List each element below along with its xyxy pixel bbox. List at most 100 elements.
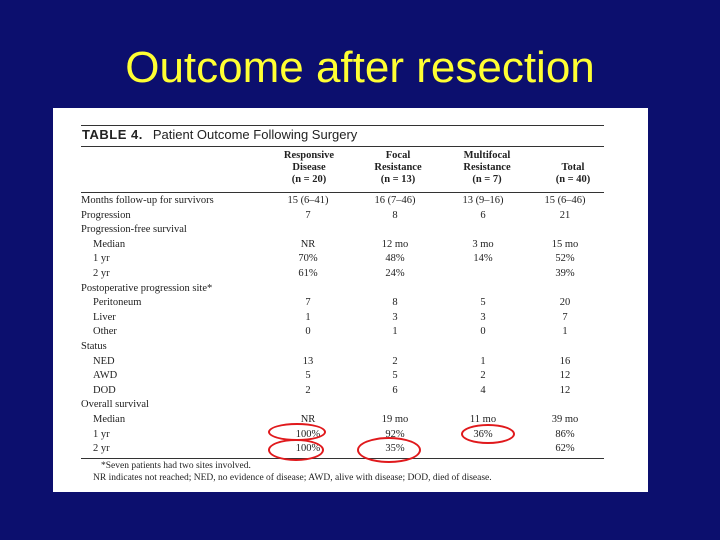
table-caption: TABLE 4. Patient Outcome Following Surger…: [82, 127, 357, 142]
table-cell: [350, 223, 440, 238]
row-label: Postoperative progression site*: [81, 282, 213, 294]
table-row: Postoperative progression site*: [81, 282, 604, 297]
row-label: Progression-free survival: [81, 224, 187, 236]
table-cell: 4: [480, 384, 486, 396]
table-cell: [266, 282, 350, 297]
table-cell: 92%: [385, 428, 405, 440]
footnote-sites: *Seven patients had two sites involved.: [101, 461, 251, 471]
table-row: 2 yr 61% 24% 39%: [81, 267, 604, 282]
table-cell: 39%: [555, 267, 575, 279]
table-cell: 16: [559, 355, 571, 367]
table-cell: [350, 282, 440, 297]
table-cell: 39 mo: [551, 413, 579, 425]
table-cell: 70%: [298, 253, 318, 265]
table-cell: 1: [305, 311, 311, 323]
table-cell: 19 mo: [381, 413, 409, 425]
table-cell: 6: [480, 209, 486, 221]
table-cell: 7: [305, 209, 311, 221]
table-cell: 15 mo: [551, 238, 579, 250]
table-row: DOD 2 6 4 12: [81, 384, 604, 399]
row-label: 2 yr: [93, 443, 110, 455]
row-label: Progression: [81, 209, 131, 221]
table-row: 1 yr 100% 92% 36% 86%: [81, 428, 604, 443]
table-cell: 62%: [555, 443, 575, 455]
table-cell: 20: [559, 297, 571, 309]
table-cell: 86%: [555, 428, 575, 440]
table-cell: 15 (6–46): [544, 195, 586, 206]
table-row: NED 13 2 1 16: [81, 355, 604, 370]
table-cell: [440, 267, 526, 282]
table-top-rule: [81, 125, 604, 126]
table-cell: 1: [480, 355, 486, 367]
table-cell: [440, 442, 526, 457]
table-caption-rule: [81, 146, 604, 147]
table-cell: 16 (7–46): [374, 195, 416, 206]
table-cell: 5: [392, 370, 398, 382]
table-cell: 2: [392, 355, 398, 367]
row-label: Peritoneum: [93, 297, 142, 309]
table-cell: 1: [392, 326, 398, 338]
table-cell: 2: [305, 384, 311, 396]
header-multifocal-resistance: Multifocal Resistance (n = 7): [463, 150, 511, 185]
table-cell: 12: [559, 384, 571, 396]
table-cell: [440, 340, 526, 355]
table-cell: 5: [480, 297, 486, 309]
table-cell: 3 mo: [472, 238, 494, 250]
table-cell: 0: [480, 326, 486, 338]
table-cell: 61%: [298, 267, 318, 279]
table-cell: 0: [305, 326, 311, 338]
table-cell: 3: [392, 311, 398, 323]
table-cell: 15 (6–41): [287, 195, 329, 206]
footnote-abbreviations: NR indicates not reached; NED, no eviden…: [93, 473, 492, 483]
row-label: Months follow-up for survivors: [81, 195, 214, 206]
table-cell: [440, 282, 526, 297]
row-label: Liver: [93, 311, 116, 323]
table-cell: [526, 282, 604, 297]
header-focal-resistance: Focal Resistance (n = 13): [374, 150, 422, 185]
table-cell: 13 (9–16): [462, 195, 504, 206]
table-row: Overall survival: [81, 398, 604, 413]
row-label: AWD: [93, 370, 118, 382]
table-row: Progression 7 8 6 21: [81, 209, 604, 224]
table-cell: 8: [392, 297, 398, 309]
table-row: Liver 1 3 3 7: [81, 311, 604, 326]
table-row: AWD 5 5 2 12: [81, 369, 604, 384]
row-label: DOD: [93, 384, 116, 396]
table-cell: 7: [562, 311, 568, 323]
table-cell: 12: [559, 370, 571, 382]
row-label: 1 yr: [93, 253, 110, 265]
table-cell: [266, 340, 350, 355]
table-cell: [526, 340, 604, 355]
row-label: 1 yr: [93, 428, 110, 440]
table-cell: 52%: [555, 253, 575, 265]
row-label: NED: [93, 355, 115, 367]
table-cell: 5: [305, 370, 311, 382]
table-cell: 12 mo: [381, 238, 409, 250]
table-row: 1 yr 70% 48% 14% 52%: [81, 252, 604, 267]
table-row: Peritoneum 7 8 5 20: [81, 296, 604, 311]
table-cell: [440, 223, 526, 238]
table-row: Other 0 1 0 1: [81, 325, 604, 340]
row-label: Overall survival: [81, 399, 149, 411]
table-cell: 48%: [385, 253, 405, 265]
table-cell: 7: [305, 297, 311, 309]
row-label: Status: [81, 340, 107, 352]
table-row: Median NR 19 mo 11 mo 39 mo: [81, 413, 604, 428]
highlight-circle-focal-2yr: [357, 437, 421, 463]
table-cell: [266, 223, 350, 238]
table-cell: 1: [562, 326, 568, 338]
table-footnotes: *Seven patients had two sites involved. …: [93, 460, 492, 484]
outcome-table: Months follow-up for survivors 15 (6–41) 1…: [81, 194, 604, 457]
table-cell: 2: [480, 370, 486, 382]
table-row: Months follow-up for survivors 15 (6–41) 1…: [81, 194, 604, 209]
slide-title: Outcome after resection: [125, 43, 595, 92]
table-caption-number: TABLE 4.: [82, 127, 143, 142]
table-cell: [526, 223, 604, 238]
table-bottom-rule: [81, 458, 604, 459]
row-label: 2 yr: [93, 267, 110, 279]
table-row: Median NR 12 mo 3 mo 15 mo: [81, 238, 604, 253]
header-responsive-disease: Responsive Disease (n = 20): [283, 150, 335, 185]
table-cell: 14%: [473, 253, 493, 265]
table-cell: 24%: [385, 267, 405, 279]
table-row: Status: [81, 340, 604, 355]
